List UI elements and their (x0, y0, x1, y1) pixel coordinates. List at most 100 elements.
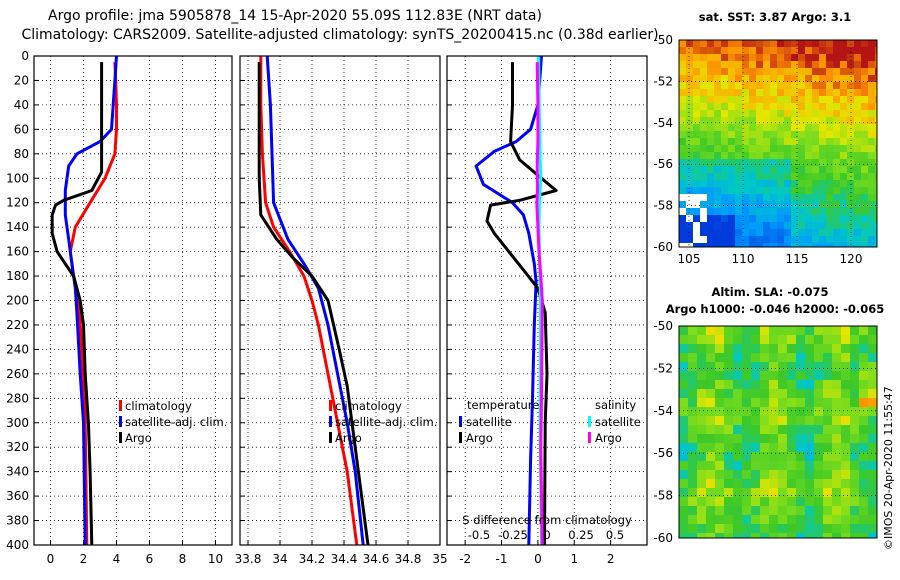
legend-swatch (119, 400, 122, 411)
x-tick-label: 34 (272, 552, 287, 566)
map-frame (678, 325, 878, 539)
plot-frame (446, 55, 648, 546)
legend-label: satellite-adj. clim. (335, 415, 437, 429)
depth-tick-label: 340 (6, 465, 29, 479)
series-temperature-satellite (474, 55, 543, 546)
sla-map-title-1: Altim. SLA: -0.075 (711, 285, 828, 299)
legend-temperature-title: temperature (467, 398, 539, 412)
sst-map: -50 -52 -54 -56 -58 -60 105 110 115 120 (653, 33, 878, 266)
legend-label: satellite (595, 415, 641, 429)
sst-field (679, 40, 877, 247)
depth-tick-label: 400 (6, 538, 29, 552)
x-tick-label: -2 (459, 552, 471, 566)
depth-tick-label: 380 (6, 514, 29, 528)
legend-swatch (459, 416, 462, 427)
grid (447, 55, 647, 546)
legend-label: climatology (335, 399, 402, 413)
x-tick-label: 10 (208, 552, 223, 566)
sst-map-title: sat. SST: 3.87 Argo: 3.1 (699, 10, 851, 24)
x-tick-label: 0 (47, 552, 55, 566)
map-lat-label: -56 (653, 157, 673, 171)
map-lat-label: -60 (653, 240, 673, 254)
map-lat-label: -52 (653, 74, 673, 88)
temperature-panel: 0 2 4 6 8 10 climatology satellite-adj. clim. Ar… (33, 55, 233, 566)
depth-tick-label: 280 (6, 391, 29, 405)
s-tick-label: 0.25 (568, 528, 594, 542)
map-lat-label: -50 (653, 319, 673, 333)
depth-tick-label: 300 (6, 416, 29, 430)
depth-tick-label: 260 (6, 367, 29, 381)
sla-field (679, 326, 877, 538)
depth-tick-label: 240 (6, 342, 29, 356)
title-line-2: Climatology: CARS2009. Satellite-adjuste… (21, 27, 658, 43)
sla-map-title-2: Argo h1000: -0.046 h2000: -0.065 (666, 302, 885, 316)
x-tick-label: 6 (146, 552, 154, 566)
map-lon-label: 105 (678, 252, 701, 266)
difference-panel: -2 -1 0 1 2 temperature salinity satellite Argo s… (446, 55, 648, 566)
depth-tick-label: 180 (6, 269, 29, 283)
plot-frame (33, 55, 233, 546)
map-lon-label: 120 (840, 252, 863, 266)
legend-label: satellite-adj. clim. (125, 415, 227, 429)
s-axis-label: S difference from climatology (462, 513, 632, 527)
x-tick-label: 35 (432, 552, 447, 566)
series-climatology (259, 56, 359, 546)
x-tick-label: 34.6 (363, 552, 390, 566)
legend-label: Argo (466, 431, 493, 445)
s-tick-label: -0.5 (468, 528, 490, 542)
x-tick-label: 2 (80, 552, 88, 566)
map-lat-label: -58 (653, 489, 673, 503)
x-tick-label: -1 (496, 552, 508, 566)
grid (34, 55, 232, 546)
map-lon-label: 115 (786, 252, 809, 266)
map-lat-label: -58 (653, 199, 673, 213)
plot-frame (239, 55, 441, 546)
s-tick-label: 0 (543, 528, 550, 542)
x-tick-label: 34.2 (299, 552, 326, 566)
map-lat-label: -60 (653, 531, 673, 545)
x-tick-label: 2 (607, 552, 615, 566)
title-line-1: Argo profile: jma 5905878_14 15-Apr-2020… (48, 8, 542, 24)
legend-label: Argo (595, 431, 622, 445)
map-lon-label: 110 (732, 252, 755, 266)
legend-swatch (329, 400, 332, 411)
depth-tick-label: 0 (21, 49, 29, 63)
x-tick-label: 0 (534, 552, 542, 566)
depth-tick-label: 200 (6, 294, 29, 308)
depth-tick-label: 40 (14, 98, 29, 112)
depth-tick-label: 220 (6, 318, 29, 332)
map-lat-label: -52 (653, 361, 673, 375)
depth-tick-label: 160 (6, 245, 29, 259)
legend-swatch (329, 432, 332, 443)
credit-stamp: ©IMOS 20-Apr-2020 11:55:47 (882, 386, 895, 550)
series-satellite-adj-clim- (63, 55, 118, 546)
legend-swatch (588, 416, 591, 427)
legend-swatch (329, 416, 332, 427)
map-lat-label: -50 (653, 33, 673, 47)
map-lat-label: -54 (653, 116, 673, 130)
depth-tick-label: 140 (6, 220, 29, 234)
depth-axis: 0 20 40 60 80 100 120 140 160 180 200 220 240 260 280 3… (6, 49, 29, 552)
depth-tick-label: 360 (6, 489, 29, 503)
legend-swatch (119, 432, 122, 443)
legend-label: Argo (125, 431, 152, 445)
x-tick-label: 34.4 (331, 552, 358, 566)
legend-swatch (588, 432, 591, 443)
series-climatology (68, 62, 118, 546)
depth-tick-label: 20 (14, 73, 29, 87)
series-argo (257, 62, 370, 546)
s-tick-label: -0.25 (498, 528, 528, 542)
depth-tick-label: 320 (6, 440, 29, 454)
map-lat-label: -56 (653, 446, 673, 460)
depth-tick-label: 80 (14, 147, 29, 161)
legend-label: climatology (125, 399, 192, 413)
sla-map: -50 -52 -54 -56 -58 -60 (653, 319, 878, 545)
depth-tick-label: 120 (6, 196, 29, 210)
legend-salinity-title: salinity (595, 398, 636, 412)
series-temperature-argo (485, 62, 558, 546)
legend-label: satellite (466, 415, 512, 429)
legend-label: Argo (335, 431, 362, 445)
x-tick-label: 33.8 (235, 552, 262, 566)
map-lat-label: -54 (653, 404, 673, 418)
